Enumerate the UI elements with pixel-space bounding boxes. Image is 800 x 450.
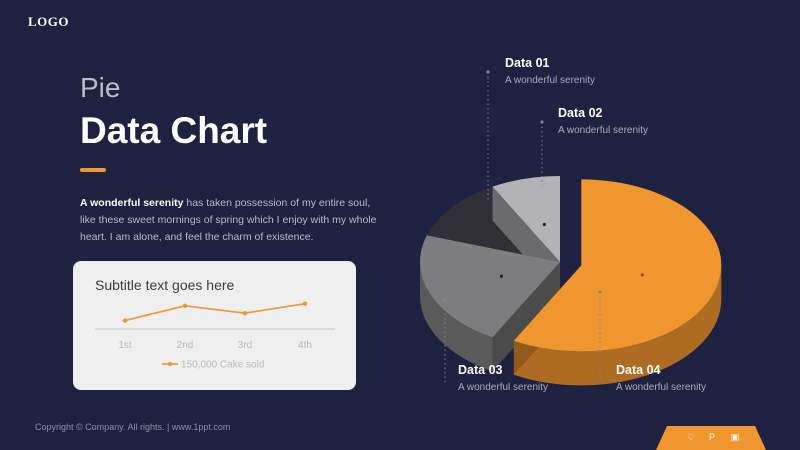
pie-slice-data-04 <box>513 179 722 386</box>
legend-label: 150,000 Cake sold <box>181 360 264 371</box>
card-subtitle: Subtitle text goes here <box>95 277 235 293</box>
line-chart-tick-label: 2nd <box>177 340 194 351</box>
body-bold-text: A wonderful serenity <box>80 197 184 209</box>
chart-icon[interactable]: ▣ <box>730 432 740 442</box>
pie-slice-dot <box>640 273 644 277</box>
line-chart-card: Subtitle text goes here 1st 2nd 3rd 4th 150,… <box>73 261 356 390</box>
leader-dot <box>486 70 490 74</box>
legend-marker <box>168 362 172 366</box>
logo: LOGO <box>28 14 70 29</box>
pie-slice-side <box>513 265 722 386</box>
pie-slice-data-03 <box>420 235 560 372</box>
label-data-01-text: A wonderful serenity <box>505 75 596 86</box>
line-chart-tick-label: 1st <box>118 340 132 351</box>
pie-slice-dot <box>542 222 546 227</box>
label-data-02-title: Data 02 <box>558 106 603 120</box>
label-data-01-title: Data 01 <box>505 56 550 70</box>
label-data-02-text: A wonderful serenity <box>558 125 649 136</box>
pie-slice-side <box>420 262 493 372</box>
line-chart-tick-label: 3rd <box>238 340 252 351</box>
pie-slice-top <box>513 179 722 352</box>
body-rest-text: has taken possession of my entire soul, … <box>80 197 377 243</box>
line-chart-point <box>122 318 128 323</box>
line-chart: 1st 2nd 3rd 4th 150,000 Cake sold <box>95 301 335 371</box>
heart-icon[interactable]: ♡ <box>686 432 696 442</box>
paypal-icon[interactable]: P <box>708 432 715 442</box>
label-data-04-title: Data 04 <box>616 363 661 377</box>
line-chart-tick-label: 4th <box>298 340 312 351</box>
pie-slice-top <box>420 235 560 338</box>
body-paragraph: A wonderful serenity has taken possessio… <box>80 195 380 246</box>
footer-tab <box>656 426 766 450</box>
page-title: Data Chart <box>80 110 268 151</box>
label-data-03-text: A wonderful serenity <box>458 382 549 393</box>
accent-divider <box>80 168 106 172</box>
leader-dot <box>598 290 602 294</box>
line-chart-point <box>242 310 248 316</box>
leader-dot <box>540 120 544 124</box>
line-chart-point <box>182 303 188 308</box>
label-data-03-title: Data 03 <box>458 363 503 377</box>
title-small: Pie <box>80 72 121 103</box>
footer-copyright: Copyright © Company. All rights. | www.1… <box>35 422 231 432</box>
pie-slice-dot <box>499 274 504 278</box>
label-data-04-text: A wonderful serenity <box>616 382 707 393</box>
line-chart-series <box>124 302 306 322</box>
pie-slice-top <box>492 176 560 262</box>
line-chart-point <box>302 301 308 306</box>
leader-dot <box>443 298 447 302</box>
